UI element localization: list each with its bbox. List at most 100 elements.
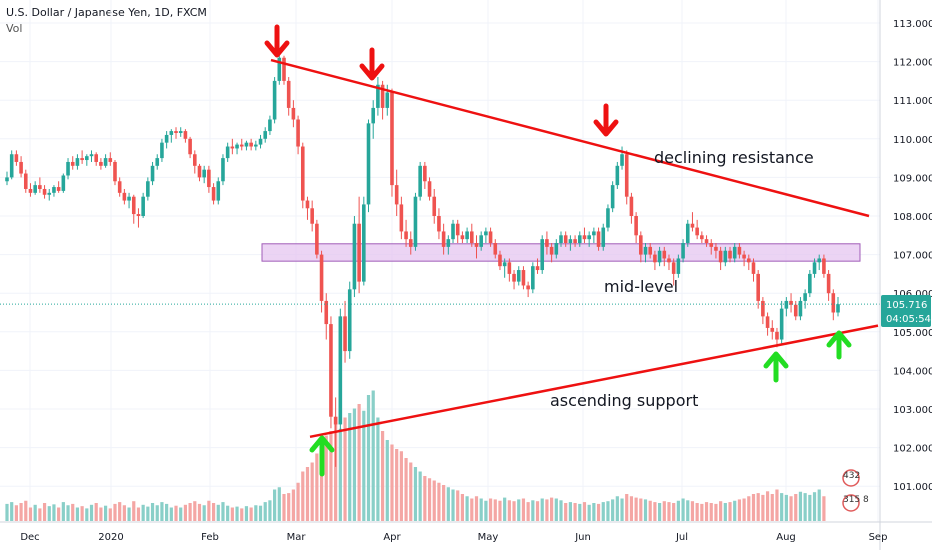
volume-bar	[169, 507, 173, 521]
candle-body	[535, 266, 540, 271]
candle-body	[620, 154, 624, 166]
candle-body	[836, 304, 840, 313]
candle-body	[155, 158, 160, 166]
volume-bar	[122, 505, 126, 521]
volume-bar	[244, 506, 249, 521]
candle-body	[432, 196, 437, 216]
price-axis[interactable]: 101.000 102.000 103.000 104.000 105.000 106.0…	[893, 19, 932, 493]
price-tick-label: 108.000	[893, 212, 932, 223]
candle-body	[225, 146, 230, 159]
declining-resistance-line[interactable]	[270, 58, 870, 218]
candle-body	[202, 169, 206, 178]
volume-bar	[488, 498, 493, 521]
candle-body	[615, 165, 620, 186]
volume-bar	[310, 462, 314, 521]
candle-body	[695, 227, 699, 236]
candle-body	[742, 254, 746, 259]
candle-body	[826, 273, 831, 294]
time-tick-label: 2020	[98, 532, 123, 543]
volume-bar	[775, 489, 779, 521]
volume-bar	[723, 503, 727, 521]
candle-body	[531, 266, 535, 290]
candle-body	[380, 84, 385, 108]
candle-body	[648, 246, 653, 255]
candle-body	[812, 262, 817, 274]
candle-body	[685, 223, 690, 244]
volume-bar	[19, 503, 23, 521]
volume-bar	[756, 493, 760, 521]
volume-bar	[808, 494, 812, 521]
volume-bar	[662, 501, 666, 521]
volume-bar	[193, 501, 197, 521]
volume-bar	[226, 505, 230, 521]
volume-bar	[258, 505, 263, 521]
time-axis[interactable]: Dec 2020 Feb Mar Apr May Jun Jul Aug Sep	[20, 532, 887, 543]
volume-bar	[165, 503, 169, 521]
candle-body	[662, 250, 667, 259]
candle-body	[362, 204, 366, 282]
candle-body	[469, 231, 474, 244]
volume-bar	[376, 417, 380, 521]
volume-bar	[395, 449, 399, 521]
candle-body	[338, 316, 343, 425]
price-tick-label: 109.000	[893, 173, 932, 184]
volume-bar	[484, 500, 488, 521]
candle-body	[455, 223, 460, 236]
ascending-support-line[interactable]	[309, 324, 879, 439]
candle-body	[305, 200, 310, 209]
volume-bar	[10, 502, 14, 521]
candle-body	[47, 192, 52, 195]
candle-body	[94, 154, 99, 162]
candle-body	[723, 250, 728, 263]
candle-body	[268, 119, 272, 132]
candle-body	[89, 154, 94, 157]
candle-body	[479, 235, 483, 247]
volume-bar	[625, 494, 629, 521]
support-label: ascending support	[550, 391, 698, 410]
symbol-title: U.S. Dollar / Japanese Yen, 1D, FXCM	[6, 6, 207, 19]
candle-body	[714, 246, 718, 251]
candle-body	[244, 142, 249, 147]
volume-bar	[52, 504, 56, 521]
volume-bar	[343, 417, 347, 521]
candle-body	[117, 181, 122, 193]
volume-bar	[761, 494, 765, 521]
volume-bar	[643, 499, 648, 521]
candle-body	[770, 327, 775, 332]
candle-body	[310, 208, 314, 224]
candle-body	[258, 138, 263, 145]
candle-body	[239, 144, 244, 147]
candle-body	[653, 254, 657, 263]
volume-bar	[5, 503, 9, 521]
resistance-label: declining resistance	[654, 148, 814, 167]
volume-bar	[348, 413, 352, 521]
candle-body	[540, 239, 545, 271]
candle-body	[19, 161, 23, 174]
candle-body	[549, 246, 554, 255]
volume-bar	[503, 497, 507, 521]
volume-bar	[507, 500, 511, 521]
volume-bar	[550, 497, 554, 521]
volume-bar	[592, 503, 596, 521]
candle-body	[601, 227, 606, 247]
volume-bar	[197, 503, 202, 521]
volume-bar	[366, 395, 371, 521]
volume-bar	[690, 501, 695, 521]
candle-body	[568, 239, 573, 244]
candle-body	[610, 185, 615, 209]
candle-body	[99, 161, 103, 166]
volume-bar	[742, 498, 746, 521]
candle-body	[277, 57, 282, 81]
volume-bar	[437, 482, 441, 521]
volume-bar	[240, 508, 244, 521]
volume-bar	[329, 431, 333, 521]
volume-bar	[498, 500, 502, 521]
volume-bar	[456, 490, 460, 521]
bar-countdown: 04:05:54	[886, 314, 931, 325]
volume-bar	[460, 494, 465, 521]
candle-body	[385, 92, 390, 108]
candle-body	[779, 308, 784, 340]
volume-bar	[493, 499, 497, 521]
volume-bar	[146, 506, 150, 521]
